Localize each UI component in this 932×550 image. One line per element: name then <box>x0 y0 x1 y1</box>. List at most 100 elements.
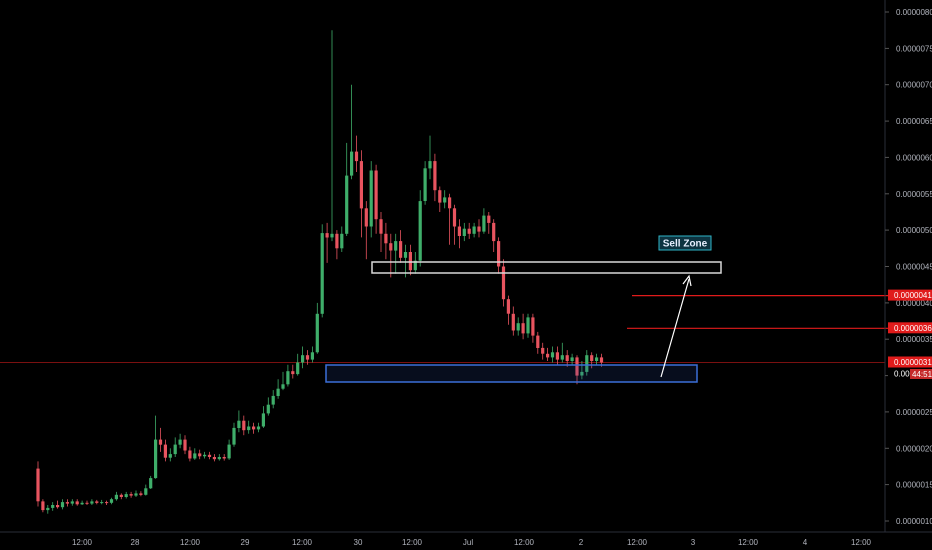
candle-body <box>129 494 133 496</box>
candle-body <box>472 226 476 234</box>
candle-body <box>531 317 535 336</box>
sell-zone-text: Sell Zone <box>663 239 708 250</box>
candle-body <box>330 233 334 238</box>
candle-body <box>379 219 383 234</box>
candle-body <box>315 313 319 353</box>
price-label-box <box>888 289 932 301</box>
candle-body <box>546 353 550 358</box>
candle-body <box>340 233 344 249</box>
candle-body <box>565 355 569 361</box>
time-tick-label: 3 <box>691 538 696 547</box>
projection-arrow[interactable] <box>660 274 692 378</box>
candle-body <box>139 493 143 495</box>
candle-body <box>95 501 99 503</box>
candle-body <box>526 317 530 334</box>
buy-zone-box[interactable] <box>325 364 698 383</box>
candle-body <box>134 493 138 496</box>
candle-body <box>399 241 403 258</box>
candle-body <box>212 457 216 460</box>
candle-body <box>359 161 363 209</box>
countdown-text: 44:51 <box>912 370 932 379</box>
price-label-text: 0.00000318 <box>894 358 932 367</box>
candle-body <box>232 427 236 445</box>
candle-body <box>599 357 604 363</box>
candle-body <box>286 371 290 385</box>
candle-body <box>389 243 393 251</box>
candle-body <box>178 439 182 445</box>
candle-body <box>310 352 314 360</box>
sell-zone-label[interactable]: Sell Zone <box>658 235 712 251</box>
candle-body <box>413 260 417 271</box>
candle-body <box>281 384 285 389</box>
candle-body <box>403 252 408 258</box>
candle-body <box>109 499 114 503</box>
price-label-box <box>888 322 932 334</box>
candle-body <box>198 453 202 457</box>
candle-body <box>261 413 265 427</box>
candle-body <box>364 208 368 227</box>
candle-body <box>85 502 89 504</box>
candle-body <box>452 208 457 227</box>
candle-body <box>345 175 349 234</box>
time-axis[interactable]: 12:00 28 12:00 29 12:00 30 12:00 Jul 12:00 2 12:00… <box>72 538 872 547</box>
price-label-box <box>888 356 932 368</box>
candle-body <box>369 170 373 227</box>
candle-body <box>335 233 339 249</box>
candle-body <box>65 502 69 504</box>
candle-body <box>124 494 128 497</box>
candle-body <box>222 457 226 459</box>
candle-body <box>154 439 158 479</box>
candle-body <box>408 252 412 271</box>
candle-body <box>256 426 261 430</box>
time-tick-label: 12:00 <box>851 538 872 547</box>
candle-body <box>227 444 231 459</box>
candle-body <box>100 502 104 504</box>
countdown-box <box>910 369 932 379</box>
candle-body <box>75 501 79 505</box>
time-tick-label: 28 <box>131 538 140 547</box>
candle-body <box>291 371 295 375</box>
candle-body <box>516 323 520 331</box>
candle-body <box>41 501 45 511</box>
price-label-text: 0.0000 <box>894 370 919 379</box>
candle-body <box>580 371 584 376</box>
candle-body <box>105 502 109 504</box>
candle-body <box>506 299 510 314</box>
candle-body <box>173 444 177 455</box>
candle-body <box>350 151 354 176</box>
candle-body <box>90 501 94 504</box>
candle-body <box>462 228 466 236</box>
candle-body <box>305 355 310 360</box>
candle-body <box>443 197 447 203</box>
candle-body <box>56 505 60 508</box>
candle-body <box>477 226 481 232</box>
candle-body <box>575 357 579 376</box>
candlestick-series <box>36 30 604 514</box>
time-tick-label: 12:00 <box>402 538 423 547</box>
time-tick-label: 12:00 <box>72 538 93 547</box>
candle-body <box>163 444 167 458</box>
sell-zone-box[interactable] <box>371 261 722 274</box>
time-tick-label: 12:00 <box>738 538 759 547</box>
candle-body <box>570 357 574 361</box>
candle-body <box>590 355 594 361</box>
candle-body <box>423 168 427 201</box>
candle-body <box>46 507 50 511</box>
time-tick-label: 30 <box>354 538 363 547</box>
candle-body <box>550 352 555 358</box>
candle-body <box>203 454 207 457</box>
candle-body <box>217 457 221 460</box>
